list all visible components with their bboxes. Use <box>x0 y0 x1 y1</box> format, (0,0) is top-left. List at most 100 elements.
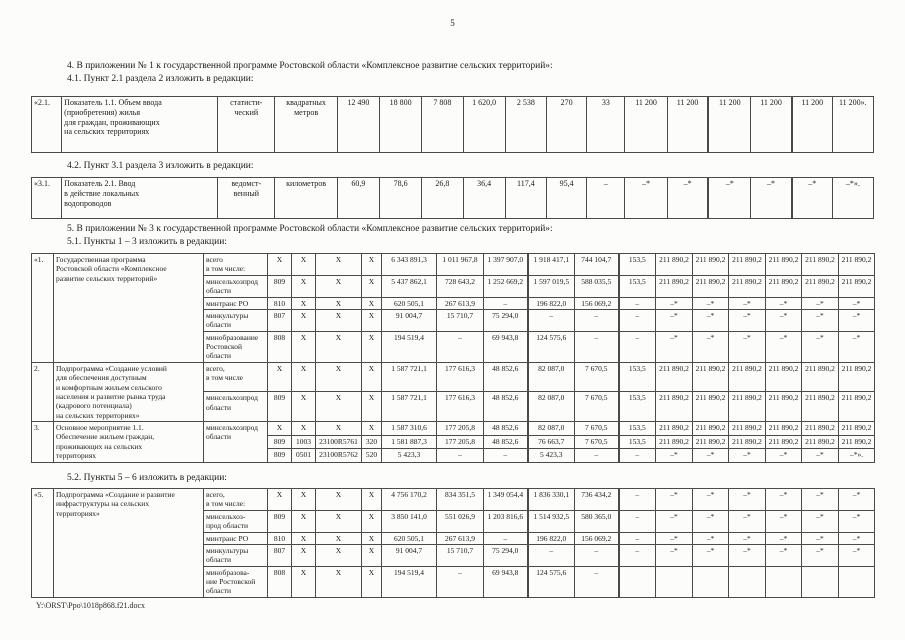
table-cell: 33 <box>586 96 626 153</box>
table-cell: X <box>361 361 382 393</box>
table-cell: 809 <box>267 448 292 463</box>
table-cell: –* <box>728 330 766 363</box>
table-cell: 809 <box>267 274 292 298</box>
table-cell: – <box>617 296 656 310</box>
table-cell: 211 890,2 <box>801 253 839 276</box>
table-cell: 153,5 <box>617 421 656 436</box>
table-cell: 1 587 721,1 <box>381 361 437 393</box>
table-cell: 124 575,6 <box>526 330 575 363</box>
table-cell: –* <box>790 177 833 219</box>
table-cell: 809 <box>267 509 292 533</box>
table-cell: 211 890,2 <box>728 421 766 436</box>
table-cell: – <box>436 565 484 598</box>
table-cell: 1 514 932,5 <box>526 509 575 533</box>
table-cell: 810 <box>267 531 292 545</box>
table-cell: –* <box>692 296 729 310</box>
table-cell: – <box>574 565 619 598</box>
table-cell <box>801 565 839 598</box>
table-cell: всего в том числе: <box>203 253 268 276</box>
table-cell: 211 890,2 <box>692 391 729 422</box>
table-cell: –* <box>728 296 766 310</box>
table-cell: X <box>291 253 316 276</box>
table-cell: 211 890,2 <box>692 421 729 436</box>
table-cell: X <box>361 488 382 511</box>
table-cell: – <box>574 543 619 567</box>
table-cell: X <box>315 361 362 393</box>
table-cell: «1. <box>31 253 54 363</box>
table-cell: –* <box>655 509 693 533</box>
table-cell: – <box>617 330 656 363</box>
table-cell: –* <box>765 308 802 332</box>
table-cell: 1 587 721,1 <box>381 391 437 422</box>
table-cell: 620 505,1 <box>381 296 437 310</box>
table-cell: 156 069,2 <box>574 531 619 545</box>
table-cell: 620 505,1 <box>381 531 437 545</box>
table-cell: – <box>483 531 528 545</box>
table-cell: –* <box>838 531 875 545</box>
table-cell: 7 670,5 <box>574 391 619 422</box>
table-cell: X <box>291 330 316 363</box>
table-cell: X <box>361 509 382 533</box>
paragraph-5-1: 5.1. Пункты 1 – 3 изложить в редакции: <box>67 237 227 247</box>
table-cell <box>765 565 802 598</box>
table-cell: 153,5 <box>617 361 656 393</box>
table-cell: 11 200 <box>790 96 833 153</box>
table-cell: –* <box>655 488 693 511</box>
table-cell: 82 087,0 <box>526 361 575 393</box>
table-cell: –* <box>728 543 766 567</box>
table-cell: минсельхозпрод области <box>203 391 268 422</box>
table-cell: 1003 <box>291 434 316 449</box>
table-cell: 91 004,7 <box>381 308 437 332</box>
file-path: Y:\ORST\Ppo\1018p868.f21.docx <box>36 601 146 610</box>
table-cell: –* <box>801 296 839 310</box>
table-cell: 11 200 <box>624 96 668 153</box>
table-cell: 7 670,5 <box>574 421 619 436</box>
table-cell: 211 890,2 <box>765 434 802 449</box>
table-cell: 211 890,2 <box>692 274 729 298</box>
table-cell: 11 200». <box>831 96 875 153</box>
table-cell: 807 <box>267 543 292 567</box>
table-cell: X <box>267 488 292 511</box>
table-cell: –* <box>655 448 693 463</box>
table-cell: –* <box>692 488 729 511</box>
table-cell: –* <box>801 330 839 363</box>
table-cell: 728 643,2 <box>436 274 484 298</box>
table-cell: 211 890,2 <box>801 421 839 436</box>
table-cell: 211 890,2 <box>838 421 875 436</box>
table-cell: X <box>291 296 316 310</box>
table-cell: X <box>315 296 362 310</box>
table-cell: X <box>291 308 316 332</box>
table-cell: 60,9 <box>336 177 381 219</box>
table-cell: X <box>267 421 292 436</box>
table-cell: 5 437 862,1 <box>381 274 437 298</box>
table-cell: 48 852,6 <box>483 391 528 422</box>
table-cell: –* <box>692 308 729 332</box>
table-cell: 117,4 <box>504 177 548 219</box>
table-cell: 211 890,2 <box>801 361 839 393</box>
table-cell: 5 423,3 <box>381 448 437 463</box>
table-cell: X <box>361 543 382 567</box>
table-cell: –* <box>765 488 802 511</box>
table-subprogram-funding: «5. Подпрограмма «Создание и развитие инф… <box>31 488 875 598</box>
table-cell: Показатель 2.1. Ввод в действие локальны… <box>61 177 219 219</box>
table-cell: –* <box>765 509 802 533</box>
table-indicator-2-1: «2.1. Показатель 1.1. Объем ввода (приобр… <box>30 96 875 153</box>
paragraph-5: 5. В приложении № 3 к государственной пр… <box>67 224 553 234</box>
table-cell <box>655 565 693 598</box>
table-cell: 834 351,5 <box>436 488 484 511</box>
table-cell: X <box>291 531 316 545</box>
table-cell: X <box>361 253 382 276</box>
paragraph-4: 4. В приложении № 1 к государственной пр… <box>67 61 553 71</box>
table-cell: X <box>315 509 362 533</box>
table-cell <box>728 565 766 598</box>
table-cell: X <box>315 531 362 545</box>
table-cell: –* <box>765 543 802 567</box>
table-cell: 76 663,7 <box>526 434 575 449</box>
table-cell: X <box>267 361 292 393</box>
table-cell: 7 670,5 <box>574 361 619 393</box>
table-cell: X <box>315 421 362 436</box>
table-cell: – <box>617 308 656 332</box>
table-cell: –* <box>655 308 693 332</box>
table-cell: 211 890,2 <box>838 361 875 393</box>
table-cell: –* <box>765 330 802 363</box>
